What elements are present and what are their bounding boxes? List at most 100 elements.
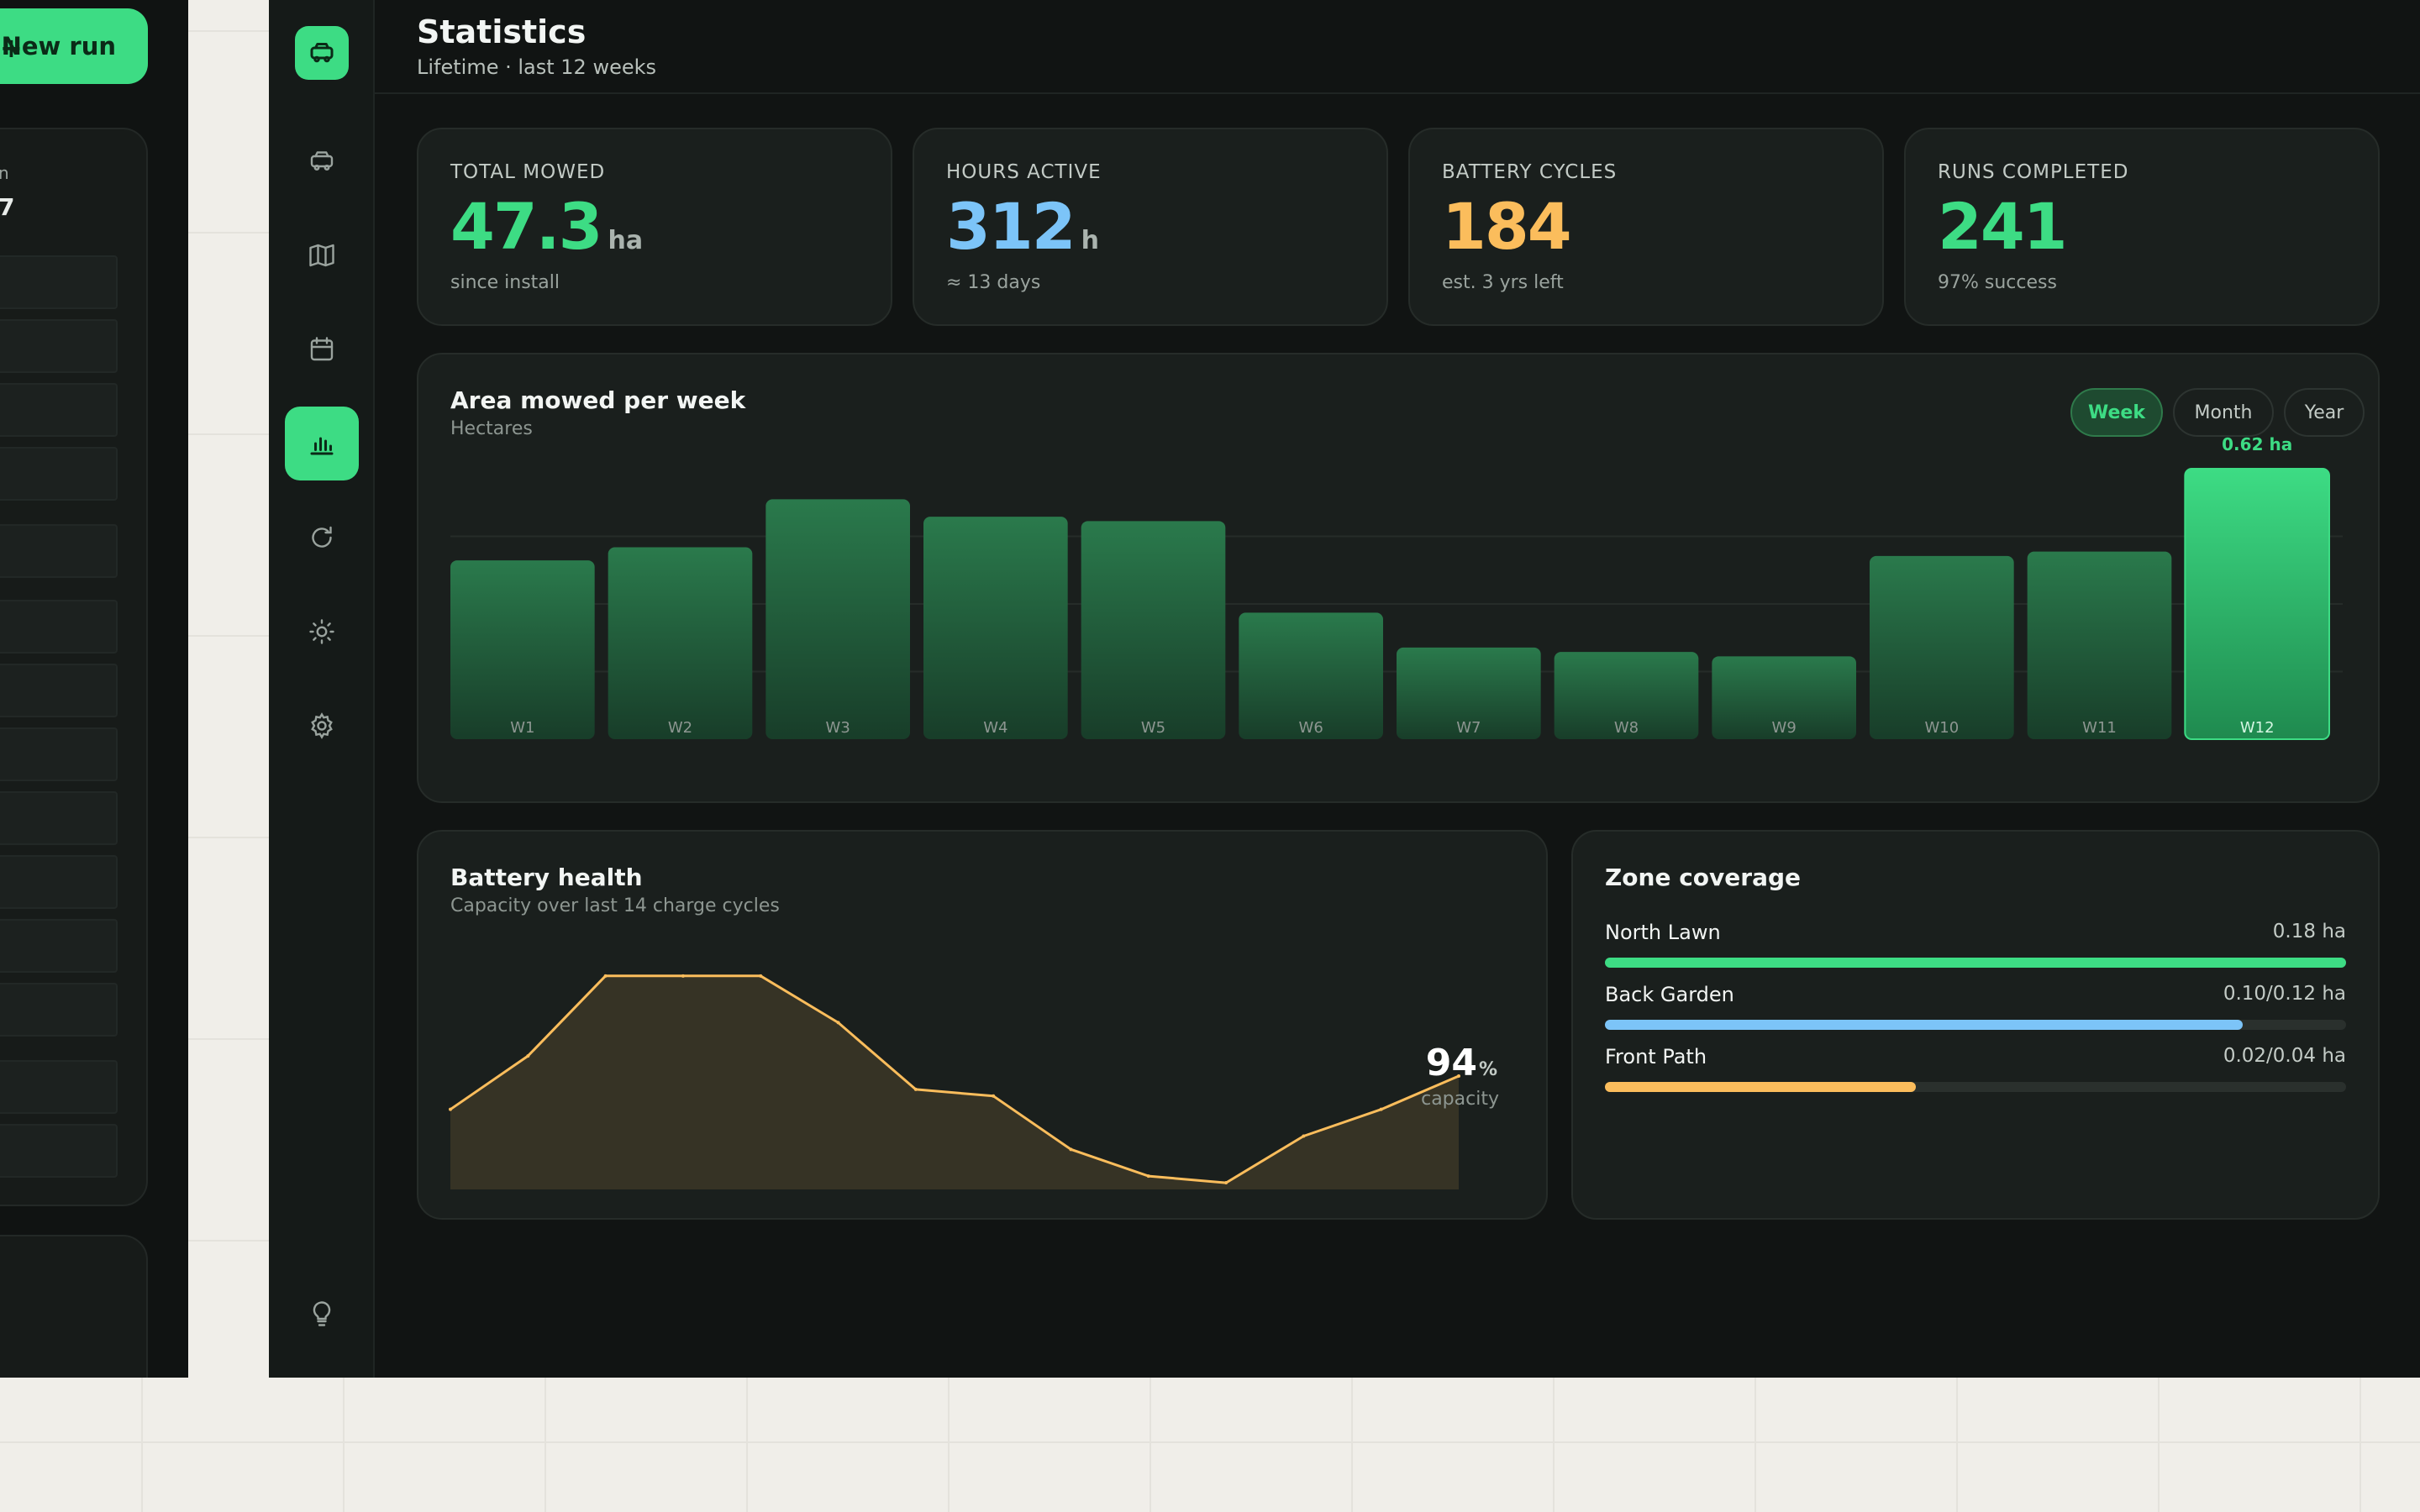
battery-point-11: [1224, 1181, 1228, 1185]
list-item[interactable]: [0, 600, 118, 654]
zone-name: North Lawn: [1605, 921, 1721, 944]
battery-point-7: [913, 1087, 918, 1091]
bar-w11[interactable]: [2027, 551, 2172, 739]
list-item[interactable]: [0, 524, 118, 578]
zone-value: 0.10/0.12 ha: [2223, 983, 2346, 1005]
stat-card-total-mowed: TOTAL MOWED 47.3 ha since install: [417, 128, 892, 326]
battery-point-8: [992, 1094, 996, 1098]
rail-item-mower[interactable]: [285, 124, 359, 198]
battery-point-1: [449, 1107, 452, 1111]
stat-card-battery-cycles: BATTERY CYCLES 184 est. 3 yrs left: [1408, 128, 1884, 326]
list-item[interactable]: [0, 919, 118, 973]
chart-title: Area mowed per week: [450, 386, 746, 414]
stat-note: since install: [450, 272, 560, 293]
stat-label: RUNS COMPLETED: [1938, 161, 2129, 183]
stat-number: 241: [1938, 189, 2068, 264]
bar-w2[interactable]: [608, 547, 753, 739]
period-week-button[interactable]: Week: [2070, 388, 2163, 437]
stat-label: BATTERY CYCLES: [1442, 161, 1618, 183]
zone-progress-track: [1605, 1020, 2346, 1030]
rail-item-tips[interactable]: [285, 1277, 359, 1351]
x-tick-label: W11: [2082, 719, 2117, 737]
battery-point-12: [1302, 1134, 1306, 1138]
bar-w6[interactable]: [1239, 612, 1383, 739]
chart-subtitle: Hectares: [450, 418, 533, 439]
x-tick-label: W7: [1456, 719, 1481, 737]
zone-row-back-garden[interactable]: Back Garden 0.10/0.12 ha: [1605, 983, 2346, 1033]
rail-item-statistics[interactable]: [285, 407, 359, 480]
map-icon: [309, 244, 334, 267]
list-item[interactable]: [0, 319, 118, 373]
battery-point-2: [526, 1054, 530, 1058]
battery-point-4: [681, 974, 685, 978]
bar-w8[interactable]: [1554, 652, 1699, 739]
zone-name: Back Garden: [1605, 983, 1734, 1006]
zone-row-north-lawn[interactable]: North Lawn 0.18 ha: [1605, 921, 2346, 971]
stat-label: HOURS ACTIVE: [946, 161, 1102, 183]
period-year-button[interactable]: Year: [2284, 388, 2365, 437]
area-bar-chart: W1 W2 W3 W4 W5 W6 W7 W8 W9 W10 W11 W12 0.62 ha: [450, 434, 2343, 740]
list-item[interactable]: [0, 255, 118, 309]
list-item[interactable]: [0, 791, 118, 845]
x-tick-label: W9: [1772, 719, 1797, 737]
robot-mower-icon: [310, 43, 334, 63]
refresh-icon: [312, 526, 332, 548]
stat-label: TOTAL MOWED: [450, 161, 606, 183]
app-logo[interactable]: [295, 26, 349, 80]
bar-w5[interactable]: [1081, 521, 1226, 739]
bar-w3[interactable]: [765, 499, 910, 739]
rail-item-map[interactable]: [285, 218, 359, 292]
list-item[interactable]: [0, 727, 118, 781]
list-item[interactable]: [0, 664, 118, 717]
stat-value: 47.3 ha: [450, 195, 643, 259]
rail-item-schedule[interactable]: [285, 312, 359, 386]
page-title: Statistics: [417, 13, 587, 50]
zone-progress-track: [1605, 958, 2346, 968]
x-tick-label: W12: [2240, 719, 2275, 737]
new-run-button[interactable]: + New run: [0, 8, 148, 84]
rail-item-sync[interactable]: [285, 501, 359, 575]
plus-icon: +: [0, 32, 23, 64]
battery-point-13: [1379, 1107, 1383, 1111]
list-item[interactable]: [0, 1124, 118, 1178]
new-run-label: New run: [1, 32, 116, 60]
bar-w10[interactable]: [1870, 555, 2014, 739]
bar-w7[interactable]: [1397, 647, 1541, 739]
stat-unit: h: [1081, 226, 1100, 255]
stat-number: 47.3: [450, 189, 603, 264]
battery-health-card: Battery health Capacity over last 14 cha…: [417, 830, 1548, 1220]
highlight-data-label: 0.62 ha: [2222, 434, 2292, 454]
x-tick-label: W6: [1299, 719, 1323, 737]
list-item[interactable]: [0, 383, 118, 437]
x-tick-label: W10: [1924, 719, 1959, 737]
calendar-icon: [310, 337, 334, 361]
battery-line: [449, 974, 1460, 1184]
x-tick-label: W4: [983, 719, 1007, 737]
period-month-button[interactable]: Month: [2173, 388, 2274, 437]
bar-w1[interactable]: [450, 560, 595, 739]
list-item[interactable]: [0, 855, 118, 909]
rail-item-weather[interactable]: [285, 595, 359, 669]
secondary-window: + New run n 7: [0, 0, 188, 1378]
zone-progress-fill: [1605, 1020, 2243, 1030]
zones-title: Zone coverage: [1605, 864, 1802, 891]
zone-row-front-path[interactable]: Front Path 0.02/0.04 ha: [1605, 1045, 2346, 1095]
bar-w4[interactable]: [923, 517, 1068, 739]
lightbulb-icon: [313, 1301, 331, 1326]
zone-name: Front Path: [1605, 1045, 1707, 1068]
battery-point-9: [1069, 1147, 1073, 1152]
rail-item-settings[interactable]: [285, 689, 359, 763]
battery-title: Battery health: [450, 864, 643, 891]
list-item[interactable]: [0, 983, 118, 1037]
bar-w9[interactable]: [1712, 656, 1856, 739]
bar-w12[interactable]: [2184, 468, 2330, 740]
list-item[interactable]: [0, 1060, 118, 1114]
battery-percent-unit: %: [1478, 1059, 1497, 1080]
zone-progress-track: [1605, 1082, 2346, 1092]
zone-value: 0.02/0.04 ha: [2223, 1045, 2346, 1067]
battery-percent: 94: [1425, 1042, 1477, 1084]
battery-subtitle: Capacity over last 14 charge cycles: [450, 895, 780, 916]
list-item[interactable]: [0, 447, 118, 501]
battery-point-6: [836, 1021, 840, 1025]
battery-area-chart: [449, 974, 1460, 1189]
